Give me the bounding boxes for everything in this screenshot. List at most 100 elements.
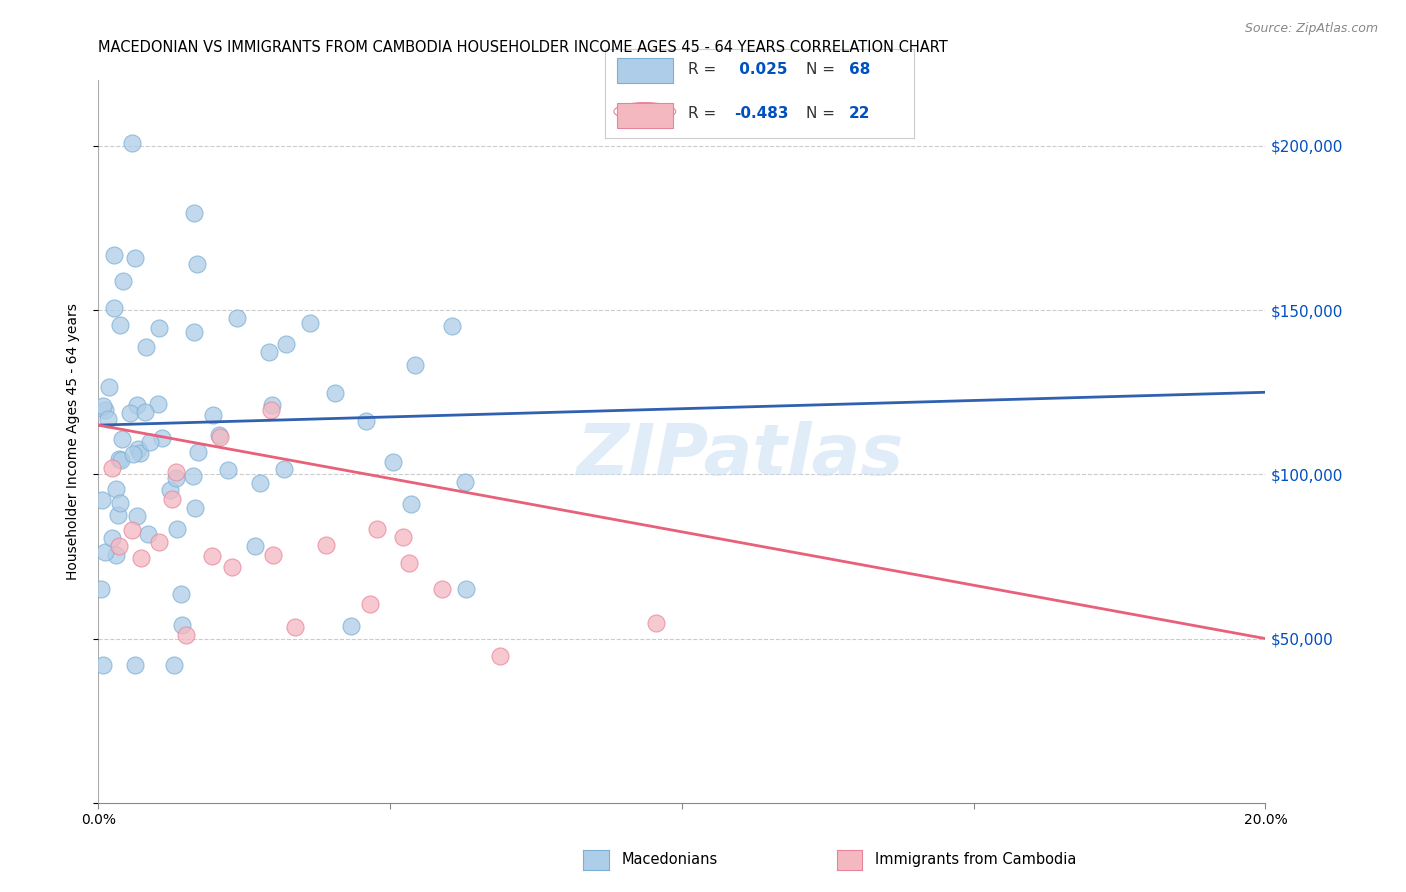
Text: N =: N = — [806, 62, 835, 77]
Text: Macedonians: Macedonians — [621, 853, 717, 867]
Text: R =: R = — [688, 62, 716, 77]
Point — [103, 301, 125, 315]
Point — [125, 509, 148, 524]
Point — [107, 508, 129, 523]
Text: 22: 22 — [849, 106, 870, 120]
Point — [108, 452, 131, 467]
Point — [139, 435, 162, 450]
Point — [105, 482, 128, 496]
Point — [166, 522, 188, 536]
Point — [398, 556, 420, 570]
Point — [382, 455, 405, 469]
Point — [127, 442, 149, 457]
Text: ZIPatlas: ZIPatlas — [576, 422, 904, 491]
Point — [359, 597, 381, 611]
Point — [260, 398, 283, 412]
Point — [121, 136, 143, 150]
Point — [134, 405, 156, 419]
Point — [201, 549, 224, 564]
Point — [118, 406, 141, 420]
Point — [93, 402, 115, 417]
Point — [181, 468, 204, 483]
Circle shape — [614, 103, 676, 120]
Text: N =: N = — [806, 106, 835, 120]
Point — [121, 523, 143, 537]
Point — [128, 446, 150, 460]
Point — [105, 549, 128, 563]
Point — [129, 550, 152, 565]
Point — [110, 452, 132, 467]
Point — [124, 657, 146, 672]
Point — [441, 318, 464, 333]
Point — [107, 539, 129, 553]
Point — [98, 380, 121, 394]
Point — [93, 400, 115, 414]
Point — [274, 336, 297, 351]
FancyBboxPatch shape — [617, 58, 672, 83]
Point — [208, 428, 231, 442]
Point — [108, 496, 131, 510]
Point — [221, 559, 243, 574]
Point — [262, 548, 284, 562]
Point — [103, 248, 125, 262]
Point — [148, 321, 170, 335]
Point — [366, 522, 388, 536]
Point — [91, 657, 114, 672]
Point — [432, 582, 454, 597]
Text: MACEDONIAN VS IMMIGRANTS FROM CAMBODIA HOUSEHOLDER INCOME AGES 45 - 64 YEARS COR: MACEDONIAN VS IMMIGRANTS FROM CAMBODIA H… — [98, 40, 948, 55]
Point — [112, 274, 135, 288]
Point — [201, 408, 224, 422]
Point — [160, 491, 183, 506]
Point — [135, 340, 157, 354]
Point — [187, 445, 209, 459]
Text: 68: 68 — [849, 62, 870, 77]
Point — [125, 398, 148, 412]
Y-axis label: Householder Income Ages 45 - 64 years: Householder Income Ages 45 - 64 years — [66, 303, 80, 580]
Point — [159, 483, 181, 497]
Point — [456, 582, 478, 596]
Point — [97, 411, 120, 425]
Point — [392, 530, 415, 544]
Point — [645, 615, 668, 630]
Point — [108, 318, 131, 333]
Point — [122, 447, 145, 461]
Text: 0.025: 0.025 — [734, 62, 787, 77]
Point — [165, 465, 187, 479]
Point — [100, 461, 122, 475]
Text: R =: R = — [688, 106, 716, 120]
Point — [101, 532, 124, 546]
Point — [257, 345, 280, 359]
Point — [323, 386, 346, 401]
Point — [273, 462, 295, 476]
Text: Source: ZipAtlas.com: Source: ZipAtlas.com — [1244, 22, 1378, 36]
Point — [217, 463, 239, 477]
Point — [124, 251, 146, 265]
Text: -0.483: -0.483 — [734, 106, 789, 120]
Point — [183, 206, 205, 220]
Point — [146, 397, 169, 411]
Point — [170, 618, 193, 632]
Point — [339, 619, 361, 633]
Text: Immigrants from Cambodia: Immigrants from Cambodia — [875, 853, 1076, 867]
Point — [489, 649, 512, 664]
Point — [111, 432, 134, 446]
Point — [243, 539, 266, 553]
Point — [260, 402, 283, 417]
Point — [298, 316, 321, 330]
Point — [284, 619, 307, 633]
Point — [165, 471, 187, 485]
FancyBboxPatch shape — [617, 103, 672, 128]
Point — [225, 311, 247, 326]
Point — [399, 497, 422, 511]
Point — [169, 587, 191, 601]
Point — [454, 475, 477, 490]
Point — [354, 414, 377, 428]
Point — [90, 582, 112, 596]
Point — [186, 257, 208, 271]
Point — [150, 431, 173, 445]
Point — [315, 538, 337, 552]
Point — [94, 545, 117, 559]
Point — [183, 325, 205, 339]
Point — [209, 430, 232, 444]
Point — [404, 358, 426, 372]
